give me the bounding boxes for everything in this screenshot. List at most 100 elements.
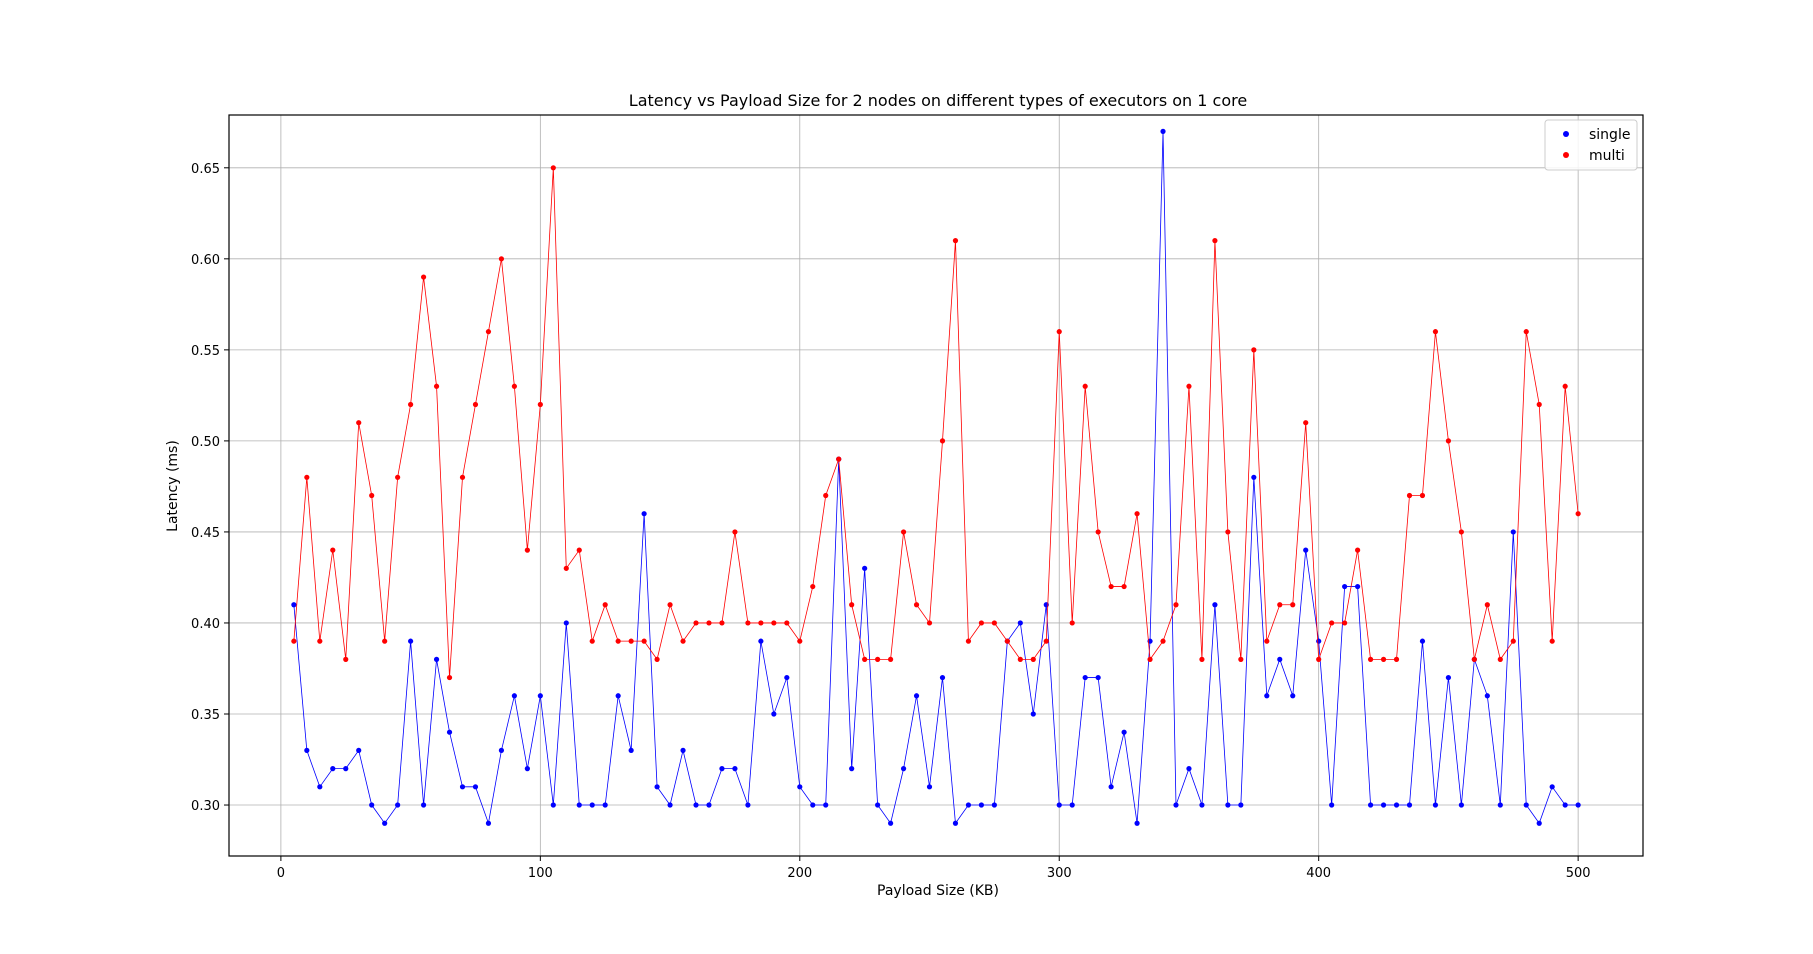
x-axis-title: Payload Size (KB) — [877, 883, 999, 899]
data-point-multi — [615, 638, 621, 644]
data-point-single — [420, 802, 427, 808]
data-point-single — [1458, 802, 1464, 808]
data-point-single — [719, 766, 725, 772]
data-point-single — [1121, 729, 1127, 735]
data-point-multi — [369, 492, 375, 499]
data-point-multi — [459, 474, 466, 480]
data-point-multi — [1419, 492, 1426, 499]
series-line-multi — [293, 167, 1579, 678]
data-point-single — [1082, 674, 1088, 681]
data-point-single — [563, 620, 569, 626]
data-point-multi — [1056, 329, 1062, 335]
data-point-multi — [1030, 656, 1036, 662]
data-point-multi — [1445, 438, 1452, 444]
data-point-single — [1264, 693, 1270, 699]
data-point-single — [1108, 784, 1114, 790]
data-point-multi — [1471, 656, 1477, 662]
x-tick-label: 300 — [1047, 866, 1072, 881]
data-point-multi — [991, 620, 997, 626]
data-point-single — [732, 766, 738, 772]
data-point-single — [1056, 802, 1062, 808]
data-point-multi — [888, 656, 894, 662]
data-point-multi — [550, 165, 556, 171]
data-point-single — [1510, 529, 1516, 535]
y-tick-label: 0.55 — [191, 344, 220, 359]
data-point-multi — [1069, 620, 1075, 626]
data-point-single — [939, 674, 946, 681]
data-point-multi — [1134, 511, 1140, 517]
data-point-multi — [1549, 638, 1555, 644]
data-point-single — [511, 693, 517, 699]
data-point-multi — [1082, 383, 1088, 389]
x-tick-label: 400 — [1306, 866, 1331, 881]
data-point-multi — [732, 529, 738, 535]
data-point-multi — [1367, 656, 1374, 662]
data-point-multi — [1432, 329, 1439, 335]
data-point-single — [693, 802, 699, 808]
data-point-single — [1251, 474, 1257, 480]
data-point-single — [1497, 802, 1503, 808]
data-point-single — [472, 784, 479, 790]
data-point-multi — [693, 620, 699, 626]
data-point-multi — [1484, 602, 1490, 608]
data-point-multi — [1316, 656, 1322, 662]
data-point-single — [382, 820, 388, 826]
data-point-single — [1095, 674, 1101, 681]
data-point-multi — [1393, 656, 1400, 662]
data-point-multi — [913, 602, 920, 608]
data-point-single — [1160, 128, 1166, 134]
y-tick-label: 0.50 — [191, 435, 220, 450]
data-point-single — [1186, 766, 1192, 772]
data-point-single — [1290, 693, 1296, 699]
data-point-single — [395, 802, 401, 808]
data-point-single — [1030, 711, 1036, 717]
data-point-single — [1536, 820, 1542, 826]
data-point-single — [1277, 656, 1283, 662]
data-point-single — [459, 784, 466, 790]
data-point-multi — [1121, 583, 1127, 590]
data-point-single — [550, 802, 556, 808]
data-point-single — [628, 747, 634, 754]
data-point-multi — [589, 638, 595, 644]
data-point-multi — [978, 620, 985, 626]
y-tick-label: 0.60 — [191, 253, 220, 268]
data-point-single — [524, 766, 530, 772]
data-point-single — [369, 802, 375, 808]
data-point-single — [1212, 602, 1218, 608]
data-point-single — [576, 802, 582, 808]
data-point-multi — [382, 638, 388, 644]
data-point-multi — [641, 638, 647, 644]
data-point-single — [1329, 802, 1335, 808]
data-point-multi — [849, 602, 855, 608]
legend: single multi — [1544, 119, 1638, 171]
axis-ticks: 0 100 200 300 400 500 0.30 0.35 0.40 0.45 0.50 0.55… — [191, 162, 1591, 881]
data-point-single — [978, 802, 985, 808]
data-point-multi — [1095, 529, 1101, 535]
data-point-multi — [810, 583, 816, 590]
data-point-multi — [511, 383, 517, 389]
x-tick-label: 100 — [528, 866, 553, 881]
y-axis-title: Latency (ms) — [165, 440, 181, 532]
data-point-single — [304, 747, 310, 754]
data-point-multi — [563, 565, 569, 571]
data-point-multi — [1303, 420, 1309, 426]
legend-marker-multi — [1563, 152, 1569, 158]
data-point-single — [1549, 784, 1555, 790]
data-point-multi — [1290, 602, 1296, 608]
data-point-single — [291, 602, 297, 608]
data-point-single — [952, 820, 959, 826]
data-point-single — [1199, 802, 1205, 808]
data-point-multi — [304, 474, 310, 480]
data-point-single — [784, 674, 790, 681]
data-point-multi — [602, 602, 608, 608]
series-layer — [291, 128, 1581, 826]
data-point-multi — [1264, 638, 1270, 644]
data-point-single — [900, 766, 907, 772]
data-point-multi — [1342, 620, 1348, 626]
data-point-multi — [719, 620, 725, 626]
grid-lines — [229, 115, 1643, 856]
data-point-single — [1575, 802, 1581, 808]
data-point-single — [1017, 620, 1023, 626]
data-point-single — [1445, 674, 1452, 681]
